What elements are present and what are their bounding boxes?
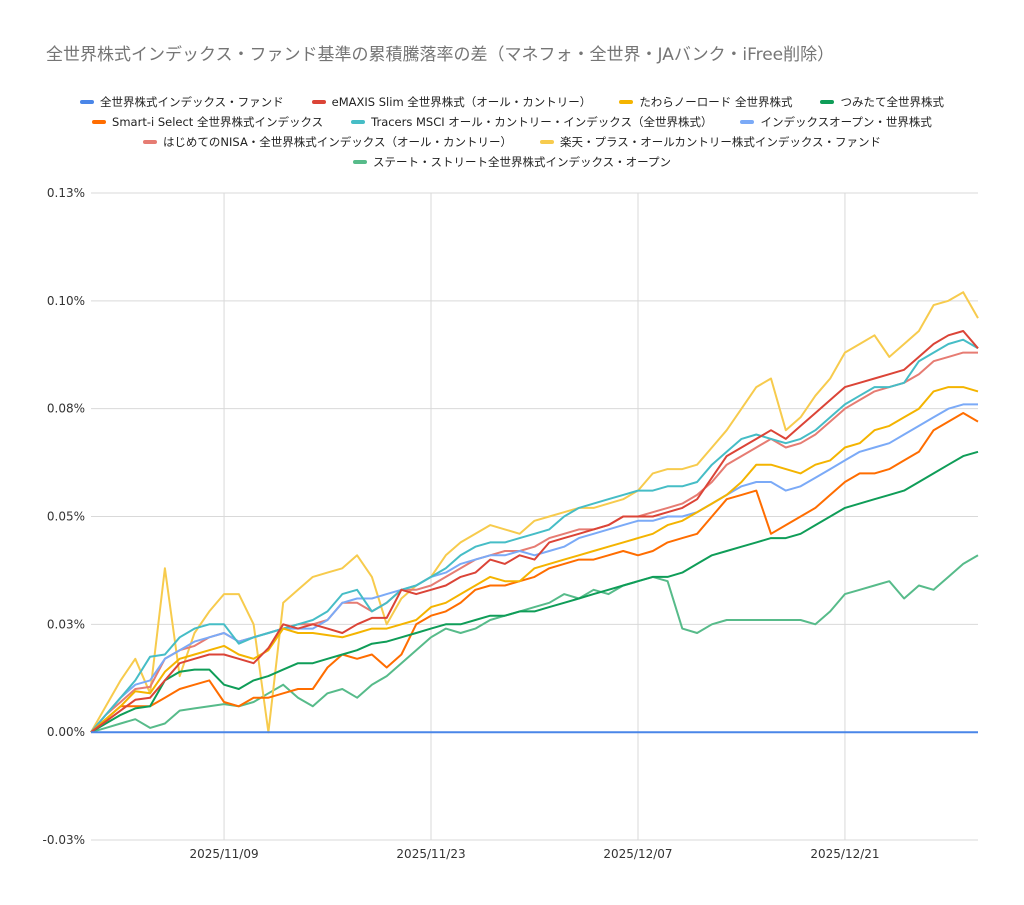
legend-swatch (351, 120, 366, 124)
legend-label: Tracers MSCI オール・カントリー・インデックス（全世界株式） (371, 115, 713, 129)
legend-item: 楽天・プラス・オールカントリー株式インデックス・ファンド (539, 132, 882, 152)
legend-item: はじめてのNISA・全世界株式インデックス（オール・カントリー） (142, 132, 512, 152)
x-tick-label: 2025/12/07 (603, 847, 672, 861)
x-tick-label: 2025/11/09 (189, 847, 258, 861)
legend-swatch (740, 120, 755, 124)
legend-swatch (142, 140, 157, 144)
legend-item: 全世界株式インデックス・ファンド (80, 92, 284, 112)
y-tick-label: 0.03% (47, 617, 85, 631)
series-line (90, 338, 979, 733)
legend-swatch (80, 100, 95, 104)
legend-row: はじめてのNISA・全世界株式インデックス（オール・カントリー） 楽天・プラス・オ… (0, 132, 1024, 152)
legend-label: 全世界株式インデックス・ファンド (100, 95, 284, 109)
legend: 全世界株式インデックス・ファンド eMAXIS Slim 全世界株式（オール・カン… (0, 92, 1024, 172)
legend-item: インデックスオープン・世界株式 (740, 112, 932, 132)
legend-item: eMAXIS Slim 全世界株式（オール・カントリー） (311, 92, 592, 112)
legend-row: ステート・ストリート全世界株式インデックス・オープン (0, 152, 1024, 172)
legend-label: インデックスオープン・世界株式 (760, 115, 932, 129)
legend-item: ステート・ストリート全世界株式インデックス・オープン (353, 152, 671, 172)
y-tick-label: 0.00% (47, 725, 85, 739)
legend-item: つみたて全世界株式 (820, 92, 944, 112)
legend-item: Tracers MSCI オール・カントリー・インデックス（全世界株式） (351, 112, 712, 132)
x-tick-label: 2025/12/21 (810, 847, 879, 861)
y-tick-label: 0.13% (47, 186, 85, 200)
legend-swatch (353, 160, 368, 164)
y-tick-label: 0.05% (47, 510, 85, 524)
y-tick-label: 0.10% (47, 294, 85, 308)
chart-title: 全世界株式インデックス・ファンド基準の累積騰落率の差（マネフォ・全世界・JAバン… (46, 45, 835, 65)
legend-label: 楽天・プラス・オールカントリー株式インデックス・ファンド (559, 135, 882, 149)
legend-row: 全世界株式インデックス・ファンド eMAXIS Slim 全世界株式（オール・カン… (0, 92, 1024, 112)
legend-label: はじめてのNISA・全世界株式インデックス（オール・カントリー） (162, 135, 512, 149)
legend-item: Smart-i Select 全世界株式インデックス (92, 112, 323, 132)
y-tick-label: 0.08% (47, 402, 85, 416)
y-tick-label: -0.03% (43, 833, 85, 847)
legend-label: ステート・ストリート全世界株式インデックス・オープン (373, 155, 671, 169)
legend-swatch (619, 100, 634, 104)
legend-swatch (539, 140, 554, 144)
legend-label: Smart-i Select 全世界株式インデックス (112, 115, 324, 129)
legend-swatch (311, 100, 326, 104)
legend-label: つみたて全世界株式 (840, 95, 944, 109)
legend-item: たわらノーロード 全世界株式 (619, 92, 792, 112)
series-line (90, 412, 979, 733)
series-line (90, 450, 979, 734)
legend-label: たわらノーロード 全世界株式 (639, 95, 793, 109)
series-line (90, 291, 979, 734)
series-line (90, 330, 979, 734)
legend-swatch (92, 120, 107, 124)
legend-label: eMAXIS Slim 全世界株式（オール・カントリー） (331, 95, 592, 109)
series-line (90, 386, 979, 733)
x-tick-label: 2025/11/23 (396, 847, 465, 861)
legend-row: Smart-i Select 全世界株式インデックス Tracers MSCI オ… (0, 112, 1024, 132)
series-line (90, 403, 978, 733)
legend-swatch (820, 100, 835, 104)
